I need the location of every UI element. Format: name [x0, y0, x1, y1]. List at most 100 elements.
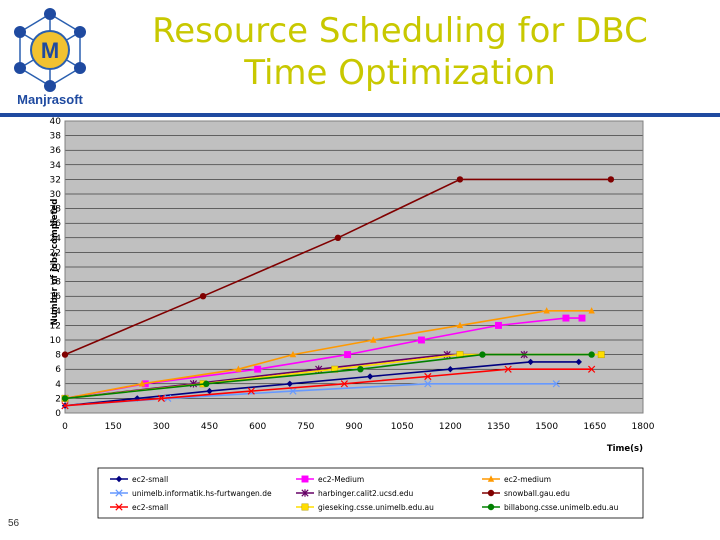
- y-tick-label: 24: [50, 234, 62, 244]
- data-point: [340, 380, 348, 388]
- legend-label: ec2-Medium: [318, 475, 364, 484]
- data-point: [447, 366, 454, 373]
- y-tick-label: 20: [50, 263, 62, 273]
- legend-label: ec2-medium: [504, 475, 551, 484]
- data-point: [597, 351, 605, 359]
- data-point: [588, 351, 595, 358]
- data-point: [61, 402, 69, 410]
- legend-marker: [115, 475, 123, 483]
- data-point: [61, 395, 69, 402]
- y-tick-label: 6: [55, 365, 61, 375]
- legend-marker: [301, 475, 309, 483]
- slide-title: Resource Scheduling for DBC Time Optimiz…: [120, 10, 680, 94]
- data-point: [247, 387, 255, 395]
- y-tick-label: 14: [50, 307, 62, 317]
- data-point: [424, 372, 432, 381]
- y-tick-label: 18: [50, 278, 62, 288]
- legend-marker: [487, 503, 495, 511]
- legend-label: snowball.gau.edu: [504, 489, 570, 498]
- legend: [97, 467, 644, 519]
- header-divider: [0, 113, 720, 117]
- y-axis-label: Number of jobs completed: [50, 199, 60, 326]
- data-point: [289, 350, 297, 358]
- y-tick-label: 30: [50, 190, 62, 200]
- y-tick-label: 4: [55, 380, 61, 390]
- y-tick-label: 0: [55, 409, 61, 419]
- y-tick-label: 36: [50, 146, 62, 156]
- y-tick-label: 10: [50, 336, 62, 346]
- svg-text:M: M: [41, 38, 59, 63]
- x-tick-label: 150: [105, 422, 122, 432]
- data-point: [424, 380, 432, 388]
- y-tick-label: 16: [50, 292, 62, 302]
- data-point: [543, 307, 550, 314]
- legend-marker: [301, 503, 309, 511]
- data-point: [334, 234, 342, 241]
- data-point: [357, 366, 364, 373]
- data-point: [344, 351, 352, 359]
- legend-marker: [115, 489, 123, 497]
- data-point: [286, 380, 293, 387]
- x-tick-label: 0: [62, 422, 68, 432]
- x-axis-label: Time(s): [607, 444, 643, 454]
- y-tick-label: 26: [50, 219, 62, 229]
- data-point: [552, 380, 560, 388]
- legend-label: unimelb.informatik.hs-furtwangen.de: [132, 489, 272, 498]
- data-point: [495, 321, 502, 329]
- data-point: [235, 365, 242, 372]
- logo-graphic: M Manjrasoft: [14, 8, 86, 107]
- x-tick-label: 300: [153, 422, 170, 432]
- x-tick-label: 900: [345, 422, 362, 432]
- data-point: [607, 176, 615, 183]
- data-point: [254, 365, 262, 373]
- x-tick-label: 1500: [535, 422, 558, 432]
- legend-label: ec2-small: [132, 503, 168, 512]
- data-point: [562, 314, 570, 322]
- y-tick-label: 22: [50, 248, 61, 258]
- series-line: [64, 317, 582, 400]
- data-point: [61, 351, 69, 358]
- data-point: [504, 365, 512, 373]
- logo-text: Manjrasoft: [17, 92, 83, 107]
- data-point: [289, 387, 297, 395]
- y-tick-label: 12: [50, 321, 61, 331]
- title-bar: [0, 0, 720, 113]
- x-tick-label: 1200: [439, 422, 462, 432]
- slide-number: 56: [8, 518, 20, 529]
- legend-label: gieseking.csse.unimelb.edu.au: [318, 503, 434, 512]
- data-point: [417, 336, 425, 344]
- data-point: [575, 358, 582, 366]
- y-tick-label: 8: [55, 351, 61, 361]
- data-point: [157, 394, 165, 403]
- x-tick-label: 1350: [487, 422, 510, 432]
- plot-border: [64, 120, 644, 414]
- legend-label: billabong.csse.unimelb.edu.au: [504, 503, 619, 512]
- legend-label: harbinger.calit2.ucsd.edu: [318, 489, 413, 498]
- legend-marker: [487, 475, 495, 482]
- y-tick-label: 32: [50, 175, 61, 185]
- data-point: [527, 358, 534, 366]
- legend-marker: [115, 503, 123, 511]
- data-point: [456, 176, 464, 183]
- y-tick-label: 28: [50, 205, 62, 215]
- x-tick-label: 750: [297, 422, 314, 432]
- x-tick-label: 450: [201, 422, 218, 432]
- legend-marker: [487, 489, 495, 497]
- y-tick-label: 38: [50, 132, 62, 142]
- data-point: [199, 293, 207, 300]
- data-point: [203, 380, 210, 387]
- data-point: [206, 387, 213, 395]
- data-point: [370, 336, 377, 343]
- data-point: [366, 373, 374, 380]
- manjrasoft-logo: M Manjrasoft: [4, 6, 96, 108]
- data-point: [588, 307, 595, 314]
- data-point: [138, 380, 146, 387]
- y-tick-label: 40: [50, 117, 62, 127]
- series-line: [64, 310, 592, 400]
- x-tick-label: 1800: [632, 422, 655, 432]
- title-line-1: Resource Scheduling for DBC: [152, 11, 648, 51]
- data-point: [479, 351, 486, 358]
- x-tick-label: 1050: [391, 422, 414, 432]
- x-tick-label: 1650: [583, 422, 606, 432]
